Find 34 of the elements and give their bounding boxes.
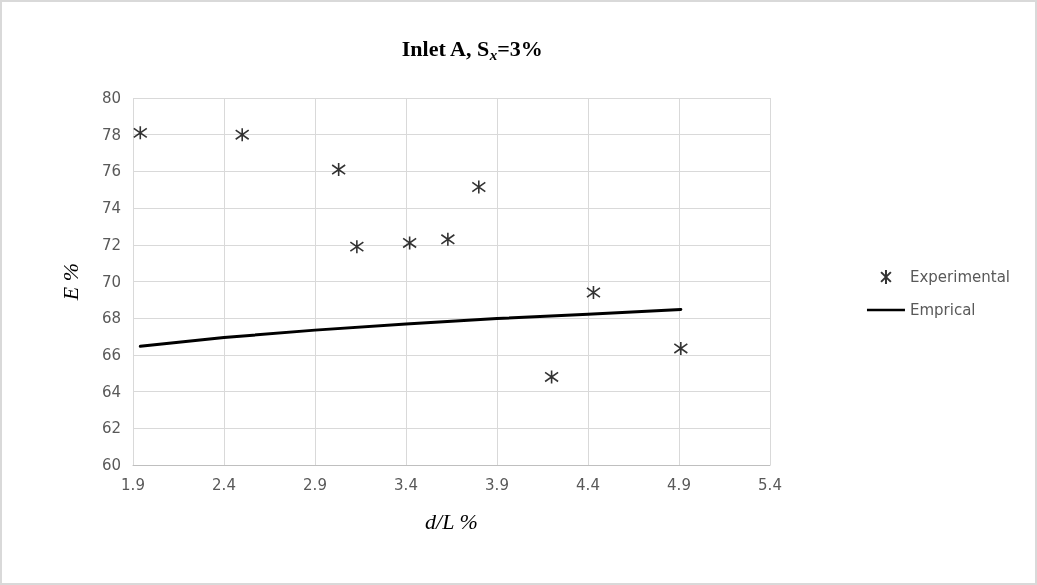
point: [586, 285, 601, 300]
legend-label: Emprical: [909, 301, 976, 319]
y-tick-label: 70: [101, 272, 121, 291]
y-tick-label: 68: [101, 309, 121, 328]
y-tick-label: 76: [101, 162, 121, 181]
x-tick-label: 2.9: [303, 475, 327, 494]
y-tick-label: 80: [101, 89, 121, 107]
x-tick-label: 2.4: [212, 475, 236, 494]
y-tick-label: 78: [101, 125, 121, 144]
x-axis-title: d/L %: [425, 508, 478, 534]
y-axis-title: E %: [57, 262, 83, 302]
x-tick-label: 4.9: [667, 475, 691, 494]
point: [471, 179, 487, 195]
x-tick-label: 3.9: [485, 475, 509, 494]
y-tick-label: 60: [101, 456, 121, 474]
x-tick-label: 1.9: [121, 475, 145, 494]
point: [402, 235, 417, 251]
y-tick-label: 64: [101, 382, 121, 401]
point: [234, 127, 250, 142]
x-tick-label: 4.4: [576, 475, 600, 494]
point: [440, 231, 456, 247]
y-tick-label: 66: [101, 345, 121, 364]
point: [349, 239, 365, 254]
x-tick-label: 3.4: [394, 475, 418, 494]
y-tick-label: 74: [101, 199, 121, 218]
line-series: [138, 307, 683, 348]
point: [132, 125, 148, 141]
point: [331, 162, 346, 177]
y-tick-label: 72: [101, 235, 121, 254]
legend-label: Experimental: [909, 268, 1010, 286]
y-tick-label: 62: [101, 419, 121, 438]
point: [673, 341, 689, 356]
x-tick-label: 5.4: [758, 475, 782, 494]
point: [544, 369, 559, 385]
